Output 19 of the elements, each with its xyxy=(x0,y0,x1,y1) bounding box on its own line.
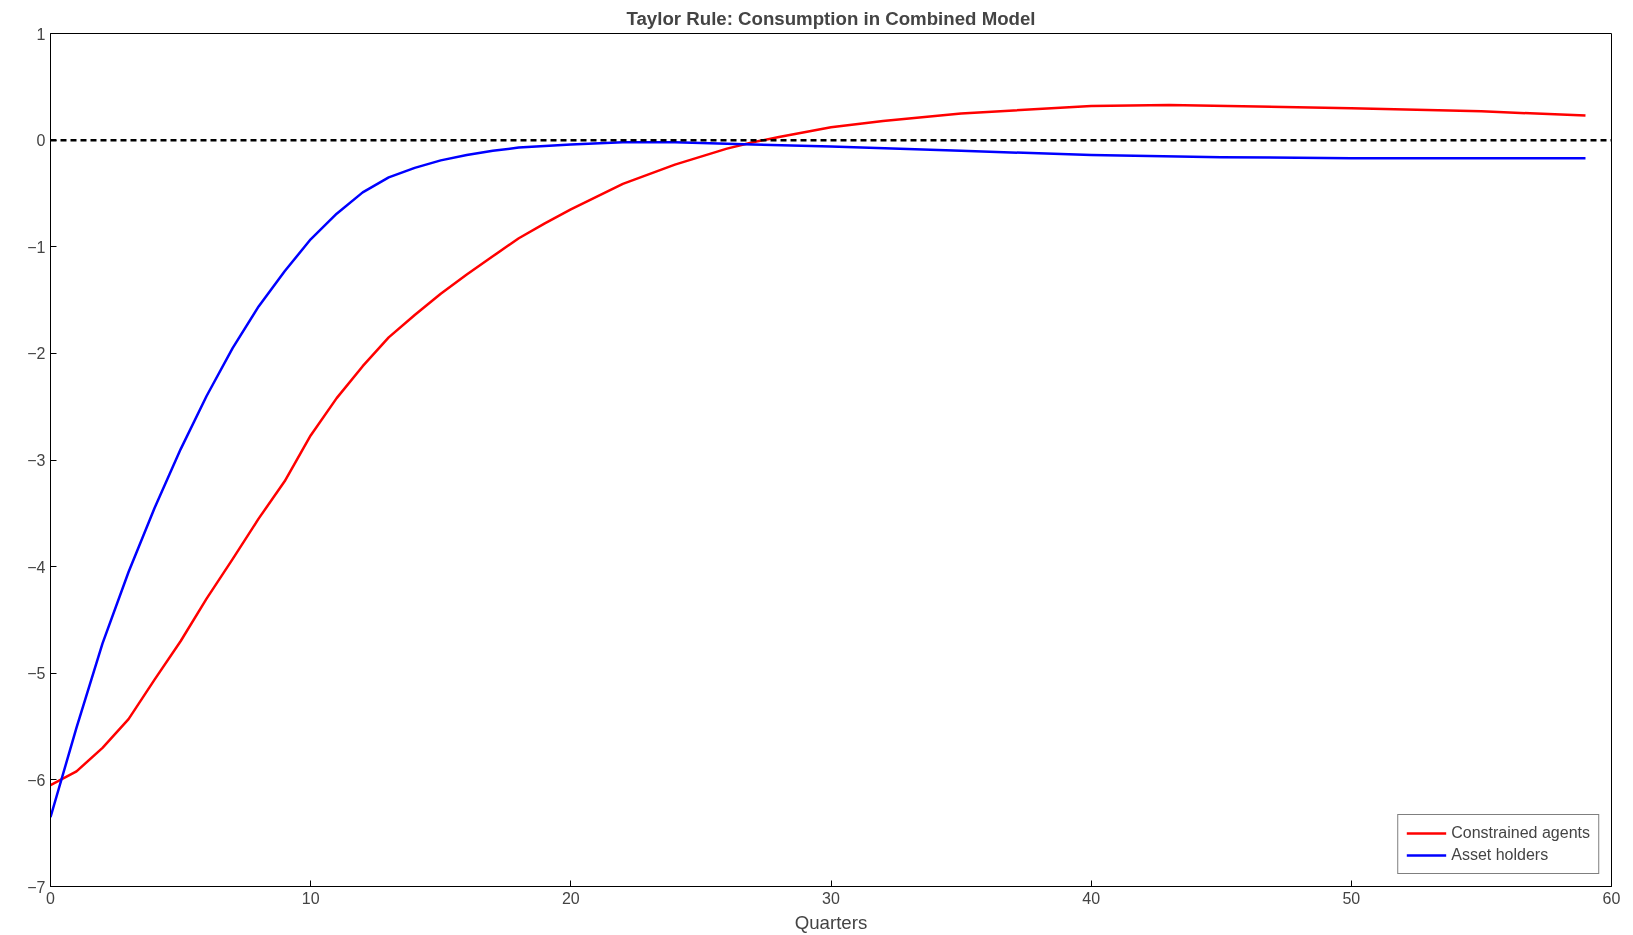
y-tick-label: −3 xyxy=(27,452,46,469)
y-tick-label: 1 xyxy=(36,25,46,43)
chart-title: Taylor Rule: Consumption in Combined Model xyxy=(626,7,1036,29)
y-tick-label: −2 xyxy=(27,345,46,363)
x-tick-label: 30 xyxy=(822,889,840,907)
x-axis-title: Quarters xyxy=(794,911,868,933)
y-tick-label: −7 xyxy=(27,878,46,896)
y-tick-label: −1 xyxy=(27,238,46,256)
legend-label: Constrained agents xyxy=(1451,824,1590,842)
y-tick-label: −4 xyxy=(27,558,46,576)
x-tick-label: 40 xyxy=(1082,889,1101,907)
x-tick-label: 10 xyxy=(301,889,320,907)
y-tick-label: 0 xyxy=(36,132,46,150)
x-tick-label: 50 xyxy=(1342,889,1361,907)
legend-label: Asset holders xyxy=(1451,846,1549,864)
x-tick-label: 60 xyxy=(1602,889,1621,907)
x-tick-label: 20 xyxy=(561,889,580,907)
y-tick-label: −5 xyxy=(27,665,46,683)
y-tick-label: −6 xyxy=(27,771,46,789)
